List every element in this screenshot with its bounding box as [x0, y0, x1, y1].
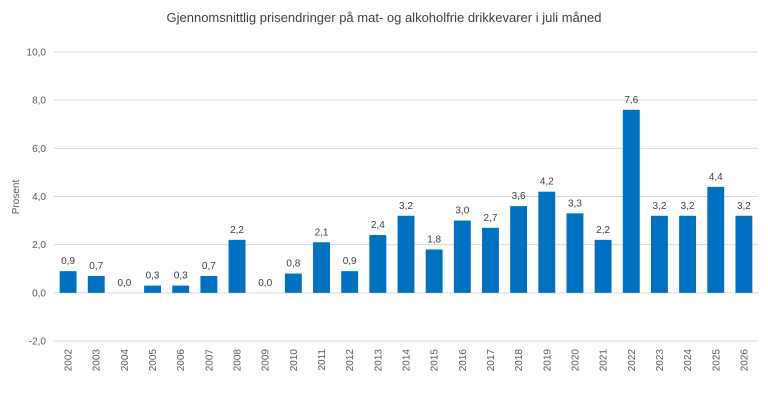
x-axis-ticks: 2002 2003 2004 2005 2006 2007 2008 2009 2010 2011…	[64, 349, 751, 372]
bar	[172, 285, 190, 293]
bar	[200, 275, 218, 293]
x-tick-label: 2019	[542, 349, 553, 372]
data-label: 2,4	[371, 220, 385, 231]
x-tick-label: 2020	[570, 349, 581, 372]
x-tick-label: 2026	[739, 349, 750, 372]
x-tick-label: 2003	[92, 349, 103, 372]
data-label: 0,3	[174, 271, 188, 282]
data-label: 2,1	[315, 227, 329, 238]
bar	[313, 242, 330, 293]
bar	[538, 191, 556, 293]
data-label: 0,9	[343, 256, 357, 267]
y-axis-ticks: -2,0 0,0 2,0 4,0 6,0 8,0 10,0	[27, 48, 47, 348]
x-tick-label: 2018	[514, 349, 525, 372]
x-tick-label: 2002	[64, 349, 75, 372]
bar	[425, 249, 443, 293]
data-label: 3,2	[737, 201, 751, 212]
x-tick-label: 2008	[233, 349, 244, 372]
bar	[453, 220, 471, 293]
bar	[679, 215, 697, 293]
x-tick-label: 2014	[402, 349, 413, 372]
bar	[510, 206, 528, 293]
x-tick-label: 2021	[599, 349, 610, 372]
gridlines	[54, 51, 758, 342]
data-label: 0,7	[202, 261, 216, 272]
y-tick-label: 8,0	[32, 96, 46, 107]
data-label: 2,2	[230, 225, 244, 236]
x-tick-label: 2013	[373, 349, 384, 372]
x-tick-label: 2023	[655, 349, 666, 372]
x-tick-label: 2022	[627, 349, 638, 372]
bar	[707, 186, 725, 293]
data-label: 2,7	[484, 213, 498, 224]
bars	[59, 109, 753, 293]
data-label: 0,9	[61, 256, 75, 267]
data-label: 0,3	[146, 271, 160, 282]
bar	[228, 239, 246, 293]
y-tick-label: 10,0	[27, 48, 47, 59]
data-label: 4,2	[540, 177, 554, 188]
x-tick-label: 2007	[204, 349, 215, 372]
data-label: 3,2	[681, 201, 695, 212]
x-tick-label: 2011	[317, 349, 328, 371]
bar	[369, 235, 387, 293]
y-tick-label: 4,0	[32, 192, 46, 203]
y-tick-label: 0,0	[32, 288, 46, 299]
y-axis-label: Prosent	[11, 180, 22, 215]
x-tick-label: 2025	[711, 349, 722, 372]
data-labels: 0,9 0,7 0,0 0,3 0,3 0,7 2,2 0,0 0,8 2,1 0,9 2,4 3,2 1…	[61, 95, 751, 289]
y-tick-label: 6,0	[32, 144, 46, 155]
data-label: 3,0	[455, 206, 469, 217]
data-label: 3,6	[512, 191, 526, 202]
bar	[144, 285, 162, 293]
bar	[566, 213, 584, 293]
bar	[59, 271, 77, 293]
bar	[735, 215, 753, 293]
bar	[87, 275, 105, 293]
chart-title: Gjennomsnittlig prisendringer på mat- og…	[167, 10, 602, 25]
x-tick-label: 2015	[430, 349, 441, 372]
x-tick-label: 2004	[120, 349, 131, 372]
y-tick-label: -2,0	[29, 337, 47, 348]
x-tick-label: 2017	[486, 349, 497, 372]
bar	[594, 239, 612, 293]
data-label: 0,8	[286, 259, 300, 270]
data-label: 0,0	[117, 278, 131, 289]
x-tick-label: 2010	[289, 349, 300, 372]
x-tick-label: 2009	[261, 349, 272, 372]
data-label: 3,2	[399, 201, 413, 212]
bar	[650, 215, 668, 293]
bar	[622, 109, 640, 293]
x-tick-label: 2016	[458, 349, 469, 372]
data-label: 4,4	[709, 172, 723, 183]
y-tick-label: 2,0	[32, 240, 46, 251]
bar	[284, 273, 302, 293]
bar	[341, 271, 359, 293]
x-tick-label: 2012	[345, 349, 356, 372]
data-label: 2,2	[596, 225, 610, 236]
bar	[397, 215, 415, 293]
data-label: 0,7	[89, 261, 103, 272]
data-label: 7,6	[624, 95, 638, 106]
data-label: 0,0	[258, 278, 272, 289]
x-tick-label: 2024	[683, 349, 694, 372]
data-label: 3,3	[568, 198, 582, 209]
x-tick-label: 2005	[148, 349, 159, 372]
data-label: 3,2	[652, 201, 666, 212]
bar	[482, 227, 499, 293]
data-label: 1,8	[427, 234, 441, 245]
x-tick-label: 2006	[176, 349, 187, 372]
